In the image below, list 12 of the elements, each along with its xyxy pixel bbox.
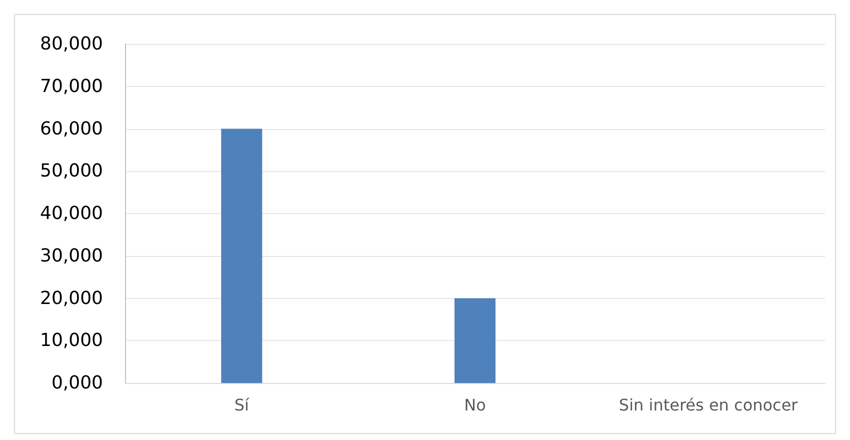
y-tick-label: 60,000 [40, 118, 103, 140]
x-tick-label: No [464, 396, 486, 414]
y-tick-label: 0,000 [51, 372, 103, 394]
y-tick-label: 80,000 [40, 34, 103, 54]
x-tick-label: Sí [234, 396, 250, 414]
y-tick-label: 20,000 [40, 288, 103, 309]
x-tick-label: Sin interés en conocer [618, 396, 798, 414]
y-tick-label: 50,000 [40, 160, 103, 182]
y-tick-label: 10,000 [40, 330, 103, 352]
y-tick-label: 30,000 [40, 245, 103, 266]
y-tick-label: 40,000 [40, 203, 103, 224]
y-tick-label: 70,000 [40, 76, 103, 97]
